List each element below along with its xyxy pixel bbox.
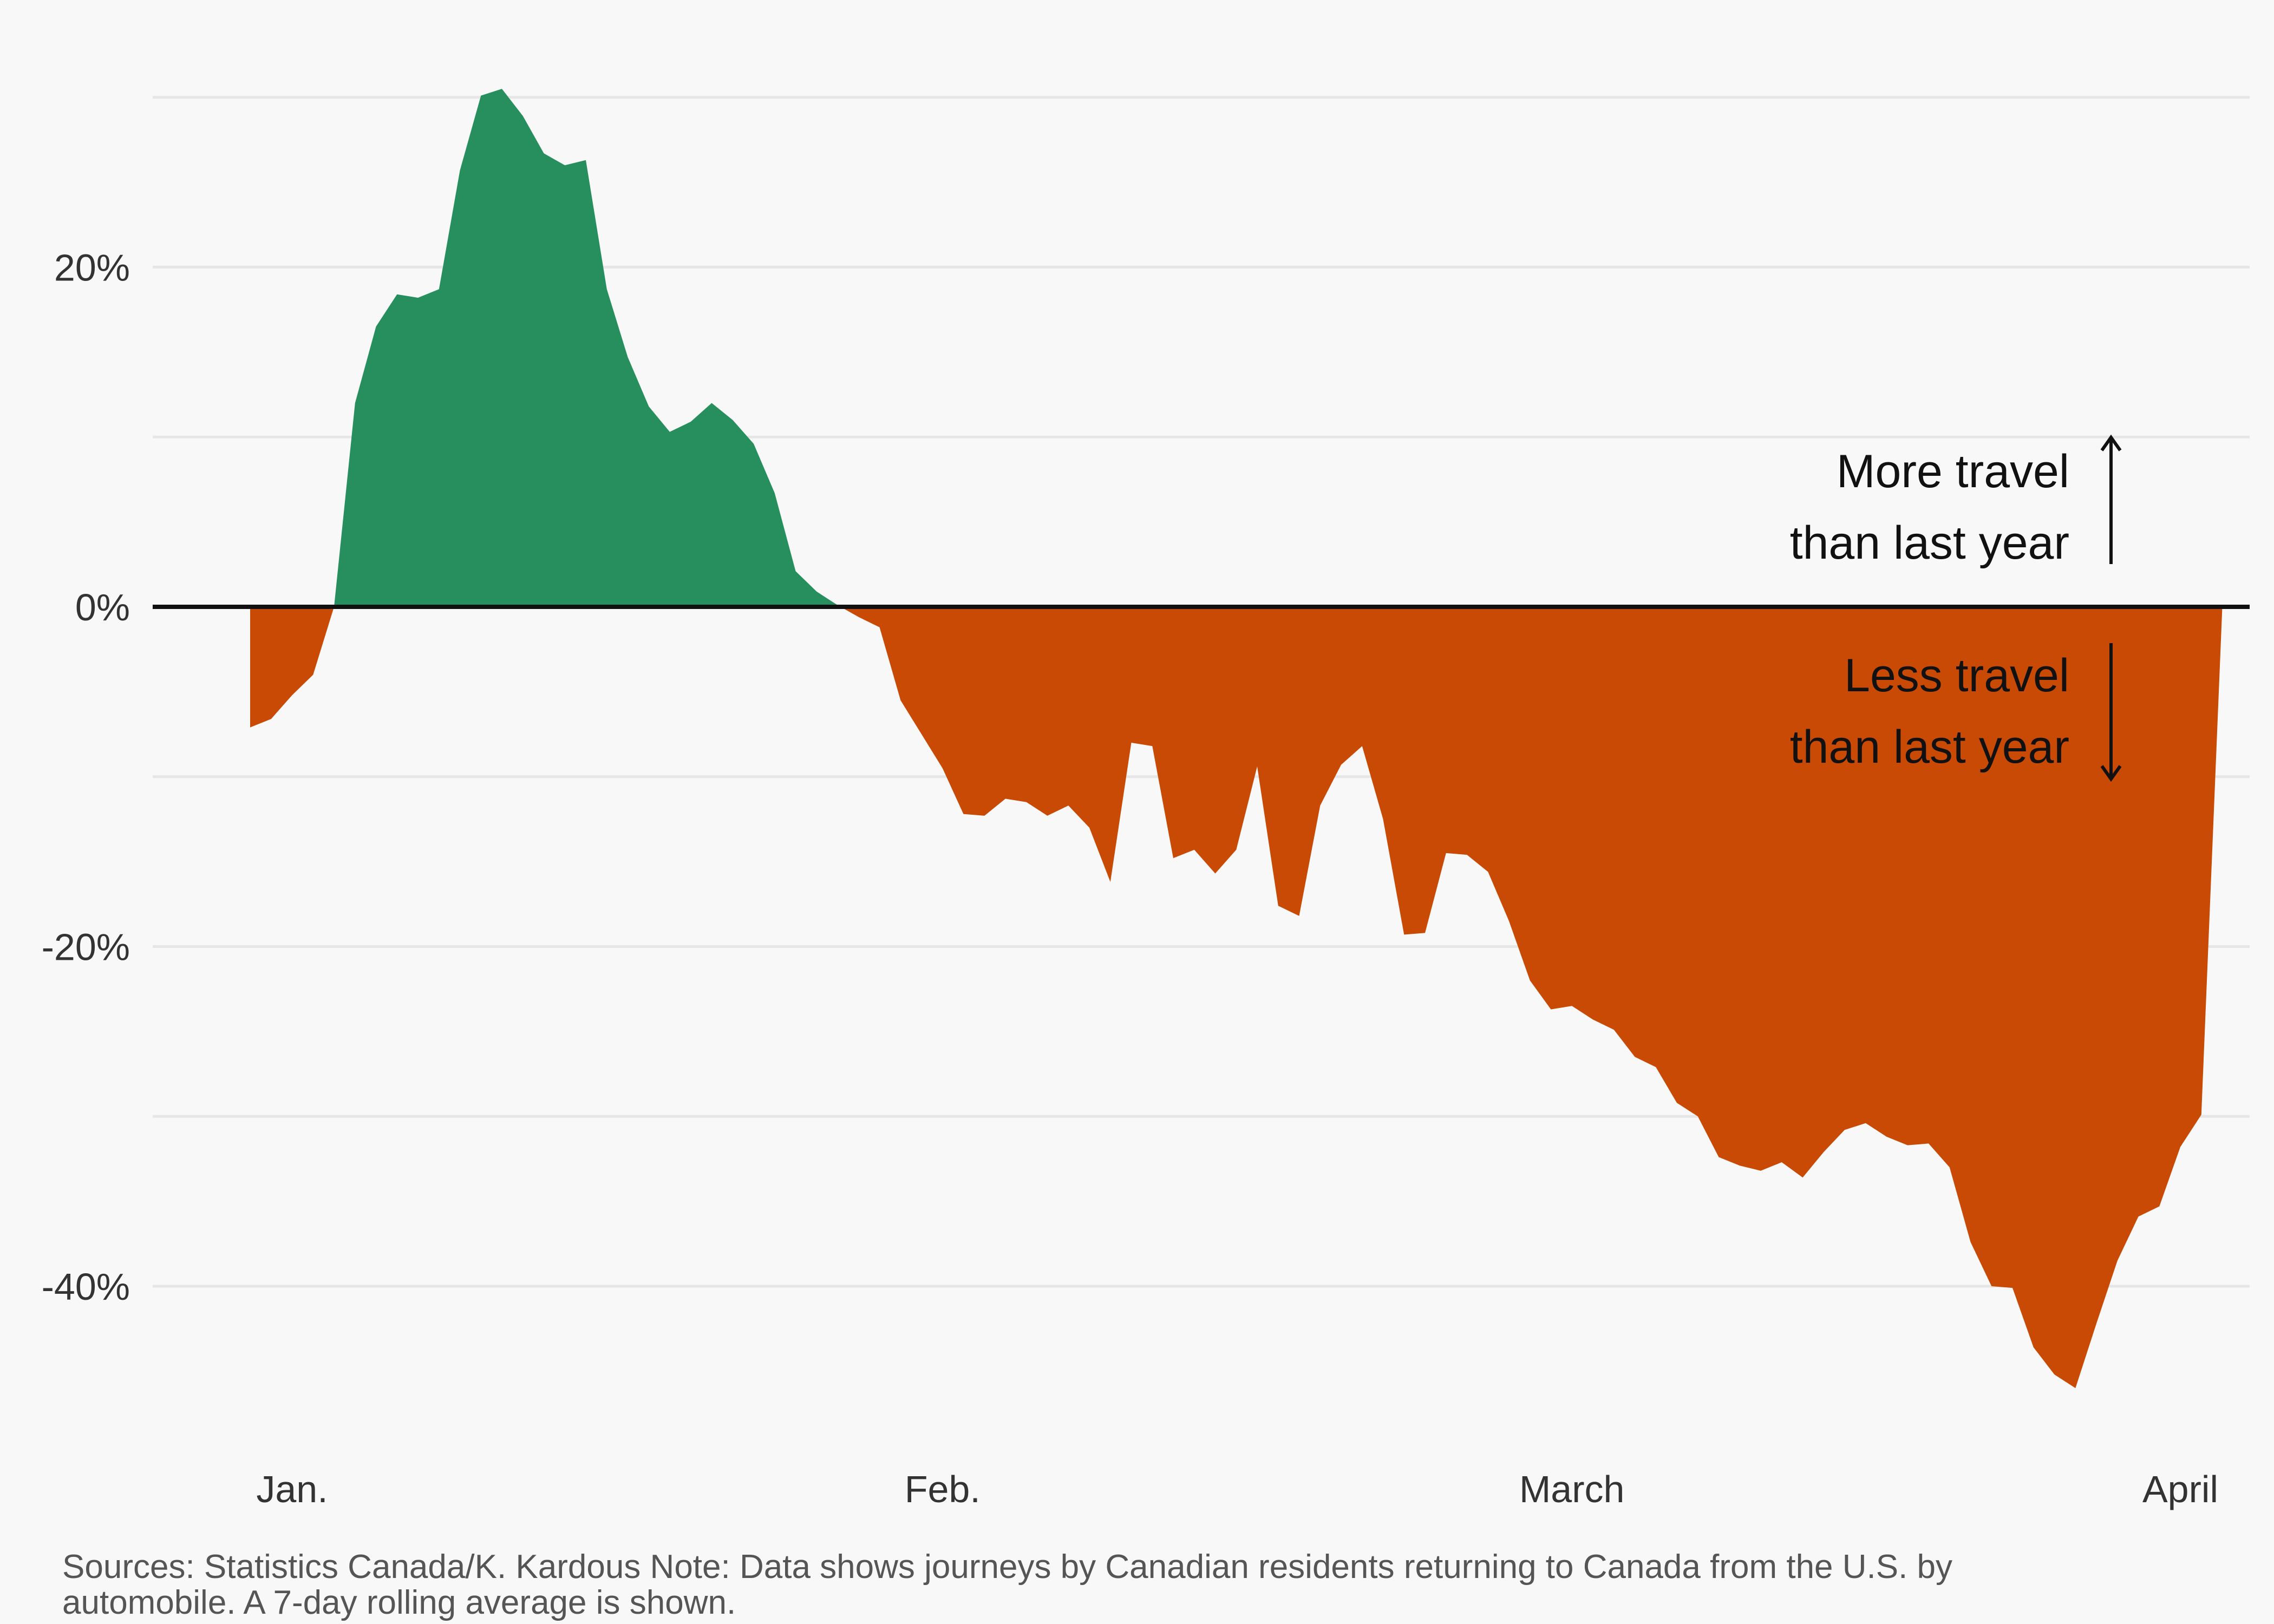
y-axis-ticks: 20% 0% -20% -40% [42,247,130,1308]
x-tick-label: April [2142,1468,2218,1510]
less-travel-annotation: Less travel than last year [1790,643,2122,782]
y-tick-label: 0% [75,586,130,628]
x-tick-label: Jan. [256,1468,328,1510]
source-note: Sources: Statistics Canada/K. Kardous No… [62,1548,1953,1621]
area-negative [250,607,334,728]
more-travel-annotation: More travel than last year [1790,434,2122,569]
area-series [250,89,2223,1389]
x-axis-ticks: Jan. Feb. March April [256,1468,2218,1510]
area-negative [840,607,2223,1389]
less-travel-label-line2: than last year [1790,721,2069,773]
area-positive [334,89,841,607]
x-tick-label: March [1519,1468,1624,1510]
down-arrow-icon [2100,643,2122,782]
more-travel-label-line1: More travel [1837,446,2069,497]
y-tick-label: 20% [54,247,130,289]
x-tick-label: Feb. [905,1468,981,1510]
more-travel-label-line2: than last year [1790,517,2069,569]
less-travel-label-line1: Less travel [1844,650,2069,702]
up-arrow-icon [2100,434,2122,564]
y-tick-label: -40% [42,1266,130,1308]
y-tick-label: -20% [42,926,130,968]
